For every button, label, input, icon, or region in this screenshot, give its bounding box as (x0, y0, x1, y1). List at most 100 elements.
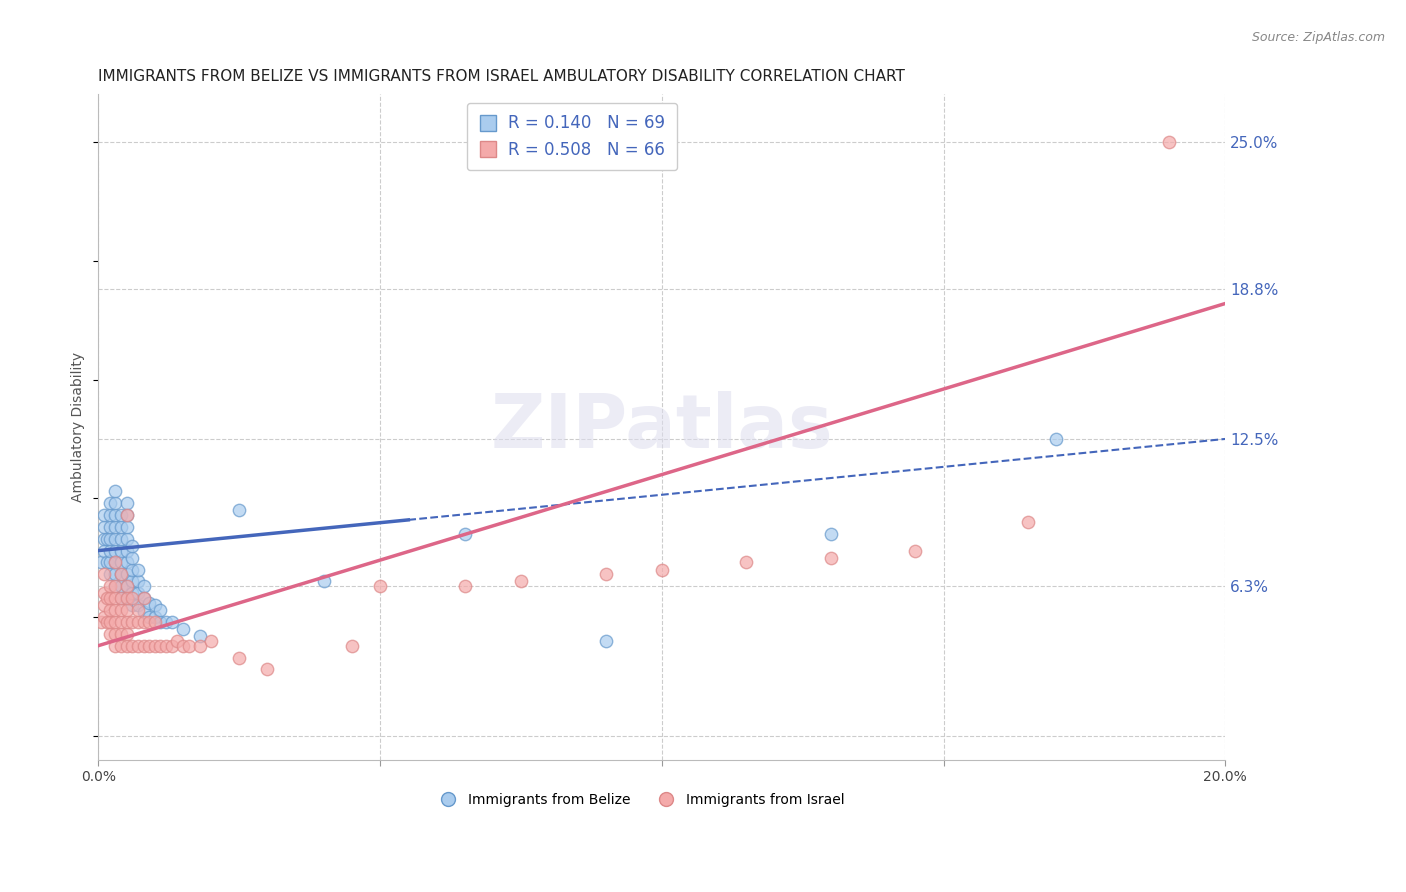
Point (143, 639, 166, 653)
Point (104, 496, 127, 510)
Point (98, 603, 121, 617)
Point (127, 603, 149, 617)
Point (820, 527, 842, 541)
Point (132, 639, 155, 653)
Point (312, 574, 335, 589)
Point (121, 639, 143, 653)
Point (115, 496, 138, 510)
Point (138, 639, 160, 653)
Point (93, 567, 115, 582)
Point (93, 586, 115, 600)
Point (110, 626, 132, 640)
Text: Source: ZipAtlas.com: Source: ZipAtlas.com (1251, 31, 1385, 45)
Point (143, 615, 166, 629)
Point (110, 615, 132, 629)
Point (172, 622, 194, 636)
Point (121, 599, 143, 613)
Point (98, 508, 121, 522)
Point (104, 520, 127, 534)
Point (104, 484, 127, 499)
Point (104, 591, 127, 606)
Point (96, 591, 118, 606)
Point (115, 508, 138, 522)
Text: IMMIGRANTS FROM BELIZE VS IMMIGRANTS FROM ISRAEL AMBULATORY DISABILITY CORRELATI: IMMIGRANTS FROM BELIZE VS IMMIGRANTS FRO… (98, 69, 905, 84)
Point (98, 556, 121, 570)
Point (127, 574, 149, 589)
Point (1045, 432, 1067, 446)
Point (115, 508, 138, 522)
Point (1157, 135, 1180, 149)
Point (115, 532, 138, 546)
Point (96, 556, 118, 570)
Point (132, 606, 155, 620)
Point (96, 615, 118, 629)
Point (228, 503, 250, 517)
Point (121, 539, 143, 553)
Point (143, 599, 166, 613)
Point (256, 662, 278, 676)
Point (98, 543, 121, 558)
Point (104, 543, 127, 558)
Point (132, 591, 155, 606)
Point (138, 615, 160, 629)
Point (172, 639, 194, 653)
Point (115, 591, 138, 606)
Point (110, 579, 132, 593)
Point (110, 567, 132, 582)
Point (188, 639, 211, 653)
Point (121, 591, 143, 606)
Point (166, 633, 188, 648)
Point (595, 567, 617, 582)
Point (104, 556, 127, 570)
Point (90, 556, 112, 570)
Point (115, 543, 138, 558)
Point (127, 563, 149, 577)
Point (104, 579, 127, 593)
Point (340, 639, 363, 653)
Point (110, 556, 132, 570)
Point (104, 626, 127, 640)
Point (104, 603, 127, 617)
Point (93, 532, 115, 546)
Point (453, 579, 475, 593)
Point (104, 556, 127, 570)
Point (149, 615, 172, 629)
Point (1017, 515, 1039, 529)
Legend: Immigrants from Belize, Immigrants from Israel: Immigrants from Belize, Immigrants from … (427, 788, 851, 813)
Point (121, 563, 143, 577)
Point (132, 591, 155, 606)
Point (115, 626, 138, 640)
Point (138, 610, 160, 624)
Point (104, 508, 127, 522)
Point (820, 550, 842, 565)
Point (115, 579, 138, 593)
Point (98, 626, 121, 640)
Point (200, 633, 222, 648)
Point (138, 596, 160, 610)
Point (110, 567, 132, 582)
Point (160, 639, 183, 653)
Point (104, 579, 127, 593)
Point (93, 508, 115, 522)
Point (121, 574, 143, 589)
Point (143, 610, 166, 624)
Point (735, 556, 758, 570)
Point (104, 532, 127, 546)
Point (155, 615, 177, 629)
Point (93, 610, 115, 624)
Point (98, 615, 121, 629)
Y-axis label: Ambulatory Disability: Ambulatory Disability (72, 352, 86, 502)
Point (115, 615, 138, 629)
Point (188, 629, 211, 643)
Point (115, 579, 138, 593)
Point (93, 599, 115, 613)
Point (595, 633, 617, 648)
Point (110, 591, 132, 606)
Point (155, 639, 177, 653)
Point (121, 615, 143, 629)
Point (177, 639, 200, 653)
Point (160, 615, 183, 629)
Point (127, 639, 149, 653)
Point (96, 532, 118, 546)
Point (115, 603, 138, 617)
